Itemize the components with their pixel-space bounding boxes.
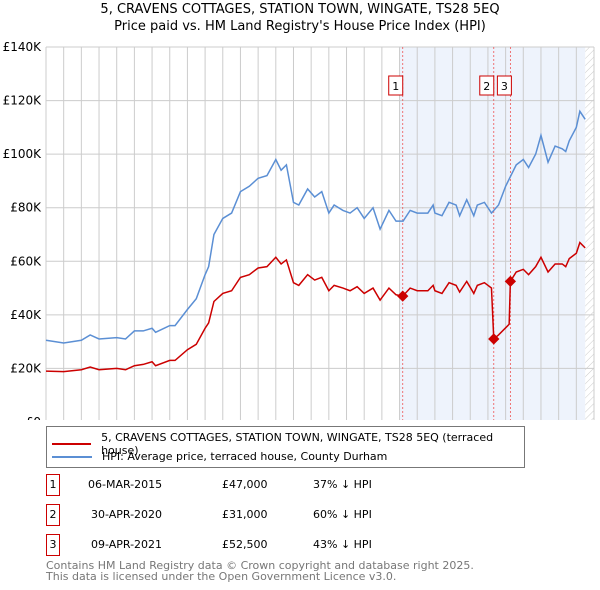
y-tick-label: £60K xyxy=(10,254,42,268)
sale-label-box xyxy=(479,75,495,96)
sale-price: £52,500 xyxy=(222,538,268,551)
legend-label: HPI: Average price, terraced house, Coun… xyxy=(102,450,388,463)
sale-label-box xyxy=(496,75,512,96)
sale-hpi-diff: 60% ↓ HPI xyxy=(313,508,372,521)
sale-date: 09-APR-2021 xyxy=(91,538,163,551)
y-tick-label: £20K xyxy=(10,361,42,375)
legend-item-hpi: HPI: Average price, terraced house, Coun… xyxy=(52,450,387,463)
sale-date: 30-APR-2020 xyxy=(91,508,163,521)
legend-label: 5, CRAVENS COTTAGES, STATION TOWN, WINGA… xyxy=(101,431,494,457)
y-tick-label: £0 xyxy=(26,415,41,420)
y-tick-label: £140K xyxy=(3,40,43,54)
legend-item-property: 5, CRAVENS COTTAGES, STATION TOWN, WINGA… xyxy=(52,431,524,457)
sale-label: 1 xyxy=(392,80,399,93)
chart-subtitle: Price paid vs. HM Land Registry's House … xyxy=(114,19,486,34)
sale-point xyxy=(504,275,517,288)
footer: Contains HM Land Registry data © Crown c… xyxy=(46,560,474,582)
chart-title: 5, CRAVENS COTTAGES, STATION TOWN, WINGA… xyxy=(100,2,500,17)
sale-label-box xyxy=(388,75,404,96)
sale-label: 2 xyxy=(483,80,490,93)
y-tick-label: £40K xyxy=(10,308,42,322)
y-tick-label: £120K xyxy=(3,94,43,108)
y-tick-label: £100K xyxy=(3,147,43,161)
future-hatch xyxy=(585,47,594,420)
sale-marker-label: 1 xyxy=(46,474,60,496)
sale-price: £31,000 xyxy=(222,508,268,521)
footer-copyright: Contains HM Land Registry data © Crown c… xyxy=(46,559,474,572)
sale-point xyxy=(488,333,500,345)
sale-marker-label: 3 xyxy=(46,534,60,556)
sale-hpi-diff: 43% ↓ HPI xyxy=(313,538,372,551)
sale-price: £47,000 xyxy=(222,478,268,491)
shaded-region xyxy=(399,47,586,420)
sale-date: 06-MAR-2015 xyxy=(88,478,163,491)
sale-point xyxy=(397,290,409,302)
legend: 5, CRAVENS COTTAGES, STATION TOWN, WINGA… xyxy=(46,426,525,468)
price-chart: 1995199619971998199920002001200220032004… xyxy=(3,40,595,420)
y-tick-label: £80K xyxy=(10,201,42,215)
legend-swatch xyxy=(52,443,92,445)
series-line xyxy=(45,109,586,344)
sale-hpi-diff: 37% ↓ HPI xyxy=(313,478,372,491)
sale-label: 3 xyxy=(501,80,508,93)
legend-swatch xyxy=(52,455,92,458)
series-line xyxy=(45,241,586,373)
footer-licence: This data is licensed under the Open Gov… xyxy=(46,570,397,583)
sale-marker-label: 2 xyxy=(46,504,60,526)
